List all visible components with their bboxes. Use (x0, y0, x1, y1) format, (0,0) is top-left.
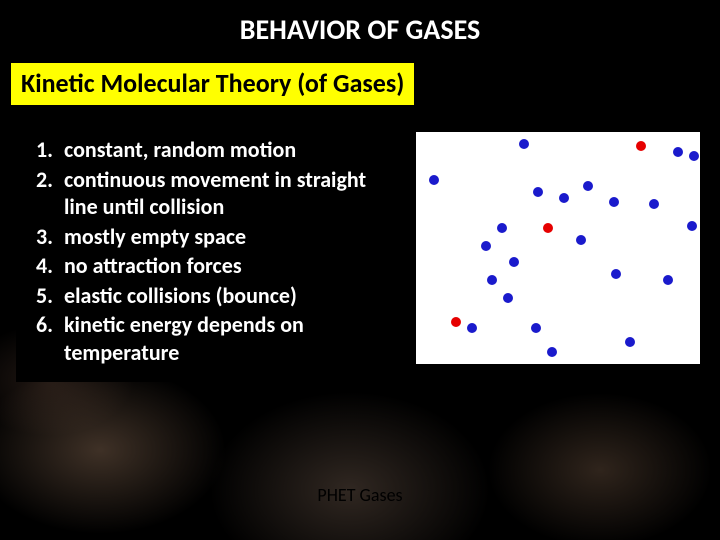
blue-particle-dot (609, 197, 619, 207)
blue-particle-dot (625, 337, 635, 347)
blue-particle-dot (503, 293, 513, 303)
blue-particle-dot (611, 269, 621, 279)
blue-particle-dot (687, 221, 697, 231)
blue-particle-dot (481, 241, 491, 251)
blue-particle-dot (533, 187, 543, 197)
page-title: BEHAVIOR OF GASES (226, 8, 494, 53)
blue-particle-dot (509, 257, 519, 267)
blue-particle-dot (559, 193, 569, 203)
list-item: elastic collisions (bounce) (58, 282, 386, 310)
red-particle-dot (543, 223, 553, 233)
blue-particle-dot (689, 151, 699, 161)
blue-particle-dot (663, 275, 673, 285)
list-item: constant, random motion (58, 136, 386, 164)
blue-particle-dot (649, 199, 659, 209)
list-item: kinetic energy depends on temperature (58, 311, 386, 366)
list-item: continuous movement in straight line unt… (58, 166, 386, 221)
blue-particle-dot (673, 147, 683, 157)
red-particle-dot (636, 141, 646, 151)
theory-list-box: constant, random motion continuous movem… (16, 124, 396, 382)
blue-particle-dot (497, 223, 507, 233)
subtitle: Kinetic Molecular Theory (of Gases) (10, 62, 415, 106)
blue-particle-dot (467, 323, 477, 333)
list-item: mostly empty space (58, 223, 386, 251)
list-item: no attraction forces (58, 252, 386, 280)
blue-particle-dot (576, 235, 586, 245)
blue-particle-dot (429, 175, 439, 185)
theory-list: constant, random motion continuous movem… (28, 136, 386, 366)
blue-particle-dot (531, 323, 541, 333)
red-particle-dot (451, 317, 461, 327)
blue-particle-dot (547, 347, 557, 357)
gas-particles-diagram (414, 130, 702, 366)
blue-particle-dot (519, 139, 529, 149)
footer-link-text: PHET Gases (317, 484, 402, 506)
blue-particle-dot (583, 181, 593, 191)
blue-particle-dot (487, 275, 497, 285)
